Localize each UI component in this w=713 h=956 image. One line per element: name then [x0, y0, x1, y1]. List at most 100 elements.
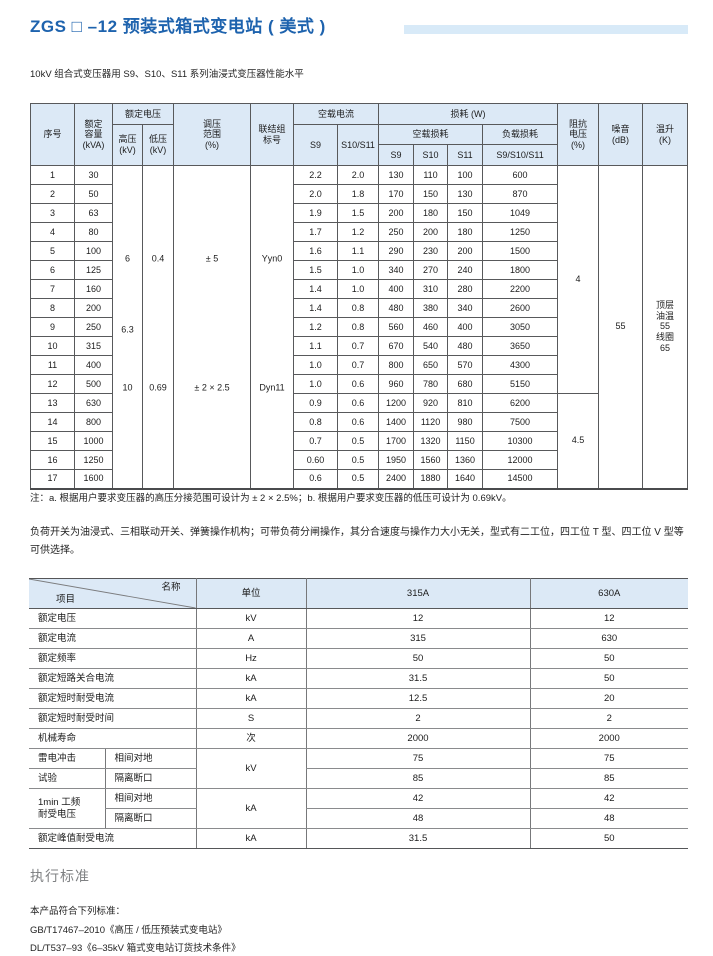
cell: 1800: [482, 260, 559, 280]
cell: 630: [74, 393, 113, 413]
cell: 1200: [378, 393, 415, 413]
t1-lv-merged-cell: 0.4 0.69: [141, 165, 175, 489]
cell: 570: [447, 355, 484, 375]
cell: 0.60: [293, 450, 339, 470]
cell: 180: [413, 203, 449, 223]
cell: 160: [74, 279, 113, 299]
table-row: 额定短时耐受电流 kA 12.5 20: [29, 688, 688, 709]
t1-header-loss-s11: S11: [447, 144, 484, 166]
cell: 980: [447, 412, 484, 432]
cell: 2200: [482, 279, 559, 299]
cell: 2: [305, 708, 530, 729]
t1-header-tap-range: 调压 范围 (%): [173, 103, 252, 166]
table-row: 9 250 1.2 0.8 560 460 400 3050: [30, 317, 688, 337]
cell: 560: [378, 317, 415, 337]
cell: 63: [74, 203, 113, 223]
cell: 0.7: [337, 355, 380, 375]
cell: 50: [529, 828, 688, 849]
cell: 14: [30, 412, 75, 432]
t1-vector-merged-cell: Yyn0 Dyn11: [250, 165, 295, 489]
cell: 50: [529, 668, 688, 689]
t1-header-seq: 序号: [30, 103, 75, 166]
cell: 11: [30, 355, 75, 375]
cell: 50: [74, 184, 113, 204]
cell: 310: [413, 279, 449, 299]
cell: 9: [30, 317, 75, 337]
cell: 100: [74, 241, 113, 261]
table-row: 隔离断口 48 48: [29, 808, 688, 829]
cell: 1560: [413, 450, 449, 470]
cell: 270: [413, 260, 449, 280]
cell: 0.8: [293, 412, 339, 432]
cell: kV: [195, 608, 306, 629]
cell: 810: [447, 393, 484, 413]
cell: 480: [447, 336, 484, 356]
t1-temp-rise-cell: 顶层 油温 55 线圈 65: [642, 165, 689, 489]
table-row: 额定电流 A 315 630: [29, 628, 688, 649]
cell: 400: [74, 355, 113, 375]
cell: 2.0: [337, 165, 380, 185]
cell: 1880: [413, 469, 449, 489]
lv-value: 0.69: [149, 382, 167, 393]
t2-header-unit: 单位: [195, 578, 306, 609]
t1-header-no-load-loss: 空载损耗: [378, 124, 484, 145]
cell: 0.5: [337, 431, 380, 451]
cell: 1600: [74, 469, 113, 489]
cell: 250: [378, 222, 415, 242]
cell: 1.2: [293, 317, 339, 337]
cell: 85: [529, 768, 688, 789]
cell: 670: [378, 336, 415, 356]
cell: 额定峰值耐受电流: [29, 828, 196, 849]
cell: 额定短路关合电流: [29, 668, 196, 689]
cell: 3: [30, 203, 75, 223]
cell: 1.0: [293, 374, 339, 394]
cell: 400: [447, 317, 484, 337]
tap-value: ± 5: [205, 253, 219, 264]
t1-header-no-load-current: 空载电流: [293, 103, 380, 125]
cell: 0.8: [337, 317, 380, 337]
transformer-performance-table: 序号 额定 容量 (kVA) 额定电压 调压 范围 (%) 联结组 标号 空载电…: [30, 103, 689, 490]
cell: 480: [378, 298, 415, 318]
cell: 10300: [482, 431, 559, 451]
t2-header-315a: 315A: [305, 578, 530, 609]
cell: 1049: [482, 203, 559, 223]
cell: 31.5: [305, 828, 530, 849]
cell: 3050: [482, 317, 559, 337]
cell: 2.0: [293, 184, 339, 204]
t2-header-name: 名称: [161, 582, 181, 593]
load-switch-paragraph: 负荷开关为油浸式、三相联动开关、弹簧操作机构；可带负荷分闸操作，其分合速度与操作…: [30, 527, 684, 556]
cell: Hz: [195, 648, 306, 669]
cell: 1640: [447, 469, 484, 489]
table-row: 机械寿命 次 2000 2000: [29, 728, 688, 749]
cell: kA: [195, 828, 306, 849]
cell: 隔离断口: [104, 768, 196, 789]
cell: 1.2: [337, 222, 380, 242]
cell: 1.8: [337, 184, 380, 204]
cell: 额定短时耐受电流: [29, 688, 196, 709]
t1-header-temp-rise: 温升 (K): [642, 103, 689, 166]
table-row: 1 30 6 6.3 10 0.4 0.69 ± 5 ± 2 × 2.5 Yyn…: [30, 165, 689, 489]
table-row: 雷电冲击 相间对地 kV 75 75: [29, 748, 688, 789]
cell: 6200: [482, 393, 559, 413]
cell: 雷电冲击: [29, 748, 105, 769]
t1-header-loss-all: S9/S10/S11: [482, 144, 559, 166]
cell: 1250: [74, 450, 113, 470]
cell: 1.0: [337, 260, 380, 280]
cell: 10: [30, 336, 75, 356]
cell: 8: [30, 298, 75, 318]
cell: 0.6: [337, 374, 380, 394]
cell: 290: [378, 241, 415, 261]
cell: 200: [378, 203, 415, 223]
t1-header-s9: S9: [293, 124, 339, 166]
t1-header-row-1: 序号 额定 容量 (kVA) 额定电压 调压 范围 (%) 联结组 标号 空载电…: [30, 103, 689, 166]
standard-item: GB/T17467–2010《高压 / 低压预装式变电站》: [30, 924, 227, 936]
cell: 600: [482, 165, 559, 185]
table-row: 16 1250 0.60 0.5 1950 1560 1360 12000: [30, 450, 688, 470]
cell: kA: [195, 788, 306, 829]
cell: 1400: [378, 412, 415, 432]
cell: 1360: [447, 450, 484, 470]
t1-header-vector-group: 联结组 标号: [250, 103, 295, 166]
cell: 130: [447, 184, 484, 204]
cell: 12: [30, 374, 75, 394]
